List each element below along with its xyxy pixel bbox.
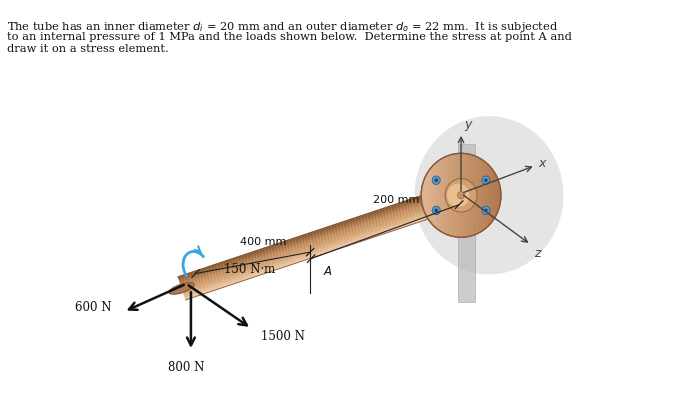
Polygon shape (182, 199, 462, 293)
Polygon shape (184, 203, 464, 298)
Text: 600 N: 600 N (75, 300, 112, 314)
Polygon shape (461, 153, 466, 237)
Ellipse shape (433, 206, 440, 215)
Text: 400 mm: 400 mm (240, 237, 287, 247)
Polygon shape (440, 153, 445, 237)
Ellipse shape (435, 209, 438, 212)
Polygon shape (469, 153, 474, 237)
Ellipse shape (169, 282, 195, 294)
Polygon shape (180, 190, 460, 284)
Ellipse shape (421, 153, 501, 237)
Polygon shape (477, 153, 482, 237)
Text: to an internal pressure of 1 MPa and the loads shown below.  Determine the stres: to an internal pressure of 1 MPa and the… (7, 32, 572, 42)
Polygon shape (481, 153, 487, 237)
Polygon shape (181, 193, 460, 287)
Polygon shape (179, 187, 459, 281)
Text: x: x (538, 157, 546, 170)
Polygon shape (182, 198, 462, 292)
Polygon shape (452, 153, 457, 237)
Polygon shape (427, 153, 432, 237)
Polygon shape (498, 153, 503, 237)
Text: 200 mm: 200 mm (372, 195, 419, 205)
Polygon shape (465, 153, 470, 237)
Polygon shape (178, 184, 458, 279)
Polygon shape (182, 195, 461, 289)
Polygon shape (448, 153, 453, 237)
Text: 150 N·m: 150 N·m (224, 263, 275, 277)
Text: draw it on a stress element.: draw it on a stress element. (7, 44, 168, 54)
Text: y: y (464, 118, 471, 131)
Ellipse shape (445, 178, 477, 212)
Polygon shape (458, 144, 475, 302)
Ellipse shape (447, 184, 469, 207)
Polygon shape (456, 153, 461, 237)
Polygon shape (184, 202, 464, 297)
Polygon shape (435, 153, 441, 237)
Text: z: z (534, 247, 540, 259)
Polygon shape (184, 204, 464, 298)
Polygon shape (423, 153, 428, 237)
Polygon shape (179, 188, 459, 282)
Polygon shape (181, 194, 461, 288)
Polygon shape (182, 197, 462, 291)
Polygon shape (185, 206, 465, 300)
Text: 1500 N: 1500 N (261, 330, 304, 344)
Ellipse shape (484, 178, 487, 182)
Polygon shape (444, 153, 449, 237)
Polygon shape (473, 153, 478, 237)
Polygon shape (178, 185, 458, 279)
Ellipse shape (482, 176, 490, 184)
Polygon shape (486, 153, 491, 237)
Polygon shape (180, 191, 460, 285)
Text: The tube has an inner diameter $d_i$ = 20 mm and an outer diameter $d_o$ = 22 mm: The tube has an inner diameter $d_i$ = 2… (7, 20, 557, 34)
Polygon shape (184, 201, 464, 296)
Polygon shape (180, 192, 460, 286)
Polygon shape (180, 189, 459, 283)
Polygon shape (183, 200, 463, 294)
Polygon shape (182, 196, 462, 290)
Text: A: A (323, 265, 331, 278)
Ellipse shape (458, 192, 464, 199)
Ellipse shape (435, 178, 438, 182)
Polygon shape (178, 183, 458, 278)
Ellipse shape (484, 209, 487, 212)
Polygon shape (419, 153, 424, 237)
Polygon shape (490, 153, 495, 237)
Ellipse shape (482, 206, 490, 215)
Ellipse shape (433, 176, 440, 184)
Text: 800 N: 800 N (168, 361, 205, 374)
Ellipse shape (414, 116, 563, 275)
Polygon shape (431, 153, 436, 237)
Polygon shape (494, 153, 499, 237)
Polygon shape (185, 205, 464, 300)
Polygon shape (183, 200, 463, 295)
Polygon shape (178, 186, 458, 280)
